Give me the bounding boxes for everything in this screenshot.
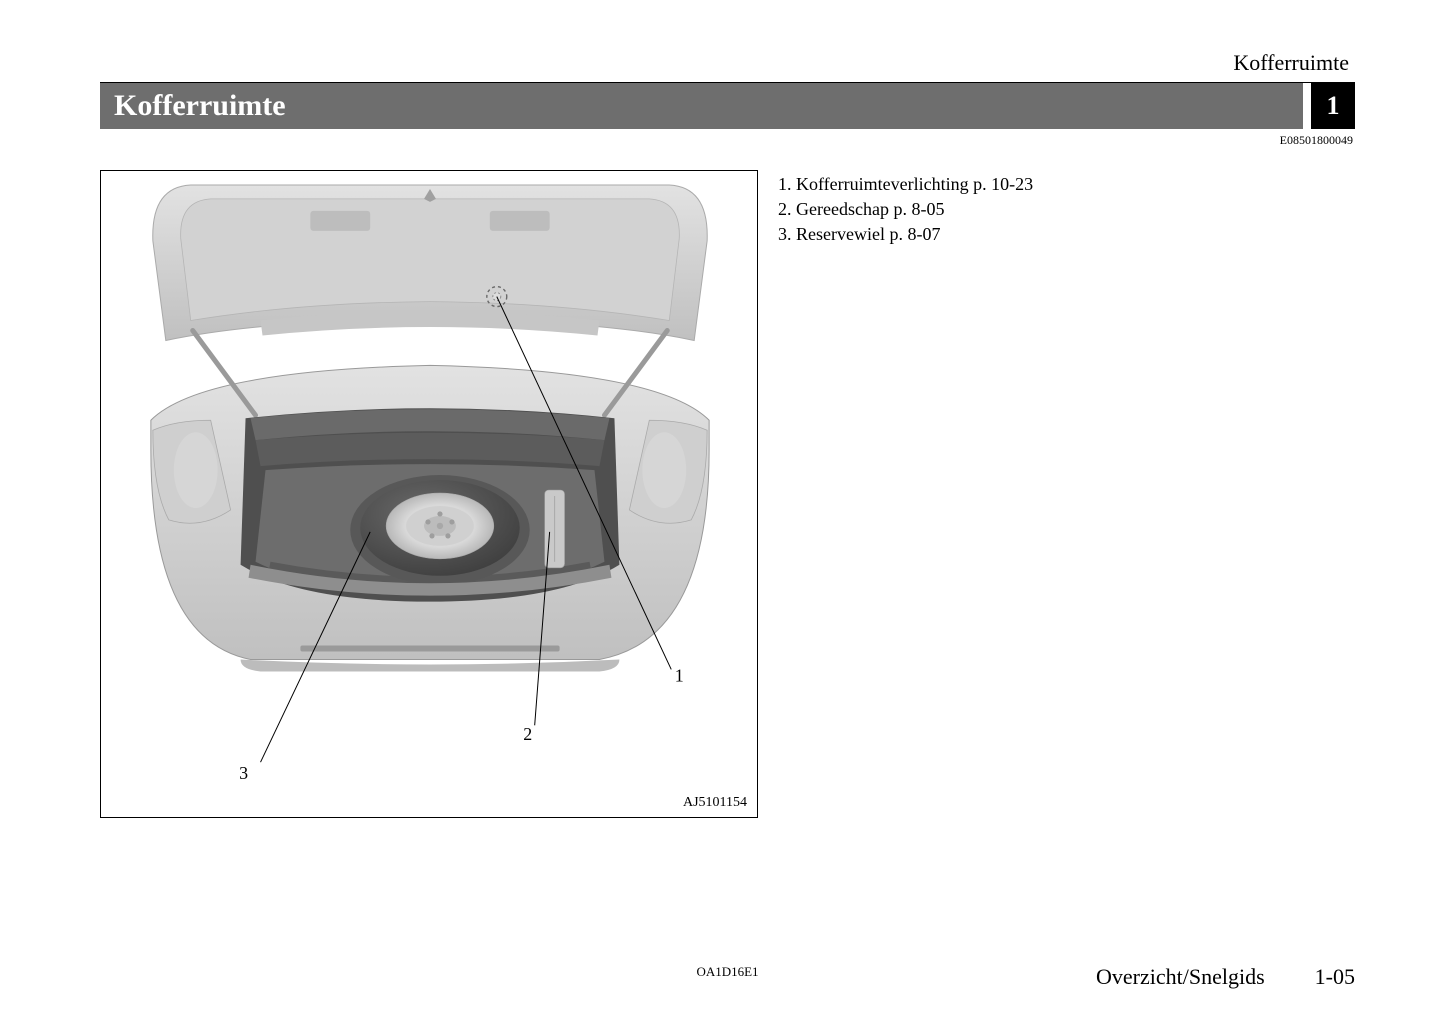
- chapter-tab: 1: [1311, 83, 1355, 129]
- footer-doc-code: OA1D16E1: [696, 964, 758, 980]
- callout-3: 3: [239, 763, 248, 783]
- footer-page-number: 1-05: [1315, 964, 1355, 990]
- footer-section-name: Overzicht/Snelgids: [1096, 964, 1265, 990]
- content-area: 1 2 3 AJ5101154 Kofferruimteverlichting …: [100, 170, 1355, 818]
- legend-item-3: Reservewiel p. 8-07: [778, 222, 1355, 247]
- legend-item-2: Gereedschap p. 8-05: [778, 197, 1355, 222]
- figure-container: 1 2 3 AJ5101154: [100, 170, 758, 818]
- breadcrumb-title: Kofferruimte: [100, 50, 1355, 76]
- document-code: E08501800049: [100, 133, 1355, 148]
- section-title-bar: Kofferruimte: [100, 83, 1303, 129]
- page-footer: OA1D16E1 Overzicht/Snelgids 1-05: [100, 964, 1355, 990]
- trunk-illustration: 1 2 3: [101, 171, 757, 817]
- header-row: Kofferruimte 1: [100, 83, 1355, 129]
- callout-1: 1: [675, 665, 684, 685]
- callout-2: 2: [523, 724, 532, 744]
- figure-code: AJ5101154: [683, 795, 747, 811]
- legend-list: Kofferruimteverlichting p. 10-23 Gereeds…: [778, 170, 1355, 818]
- legend-item-1: Kofferruimteverlichting p. 10-23: [778, 172, 1355, 197]
